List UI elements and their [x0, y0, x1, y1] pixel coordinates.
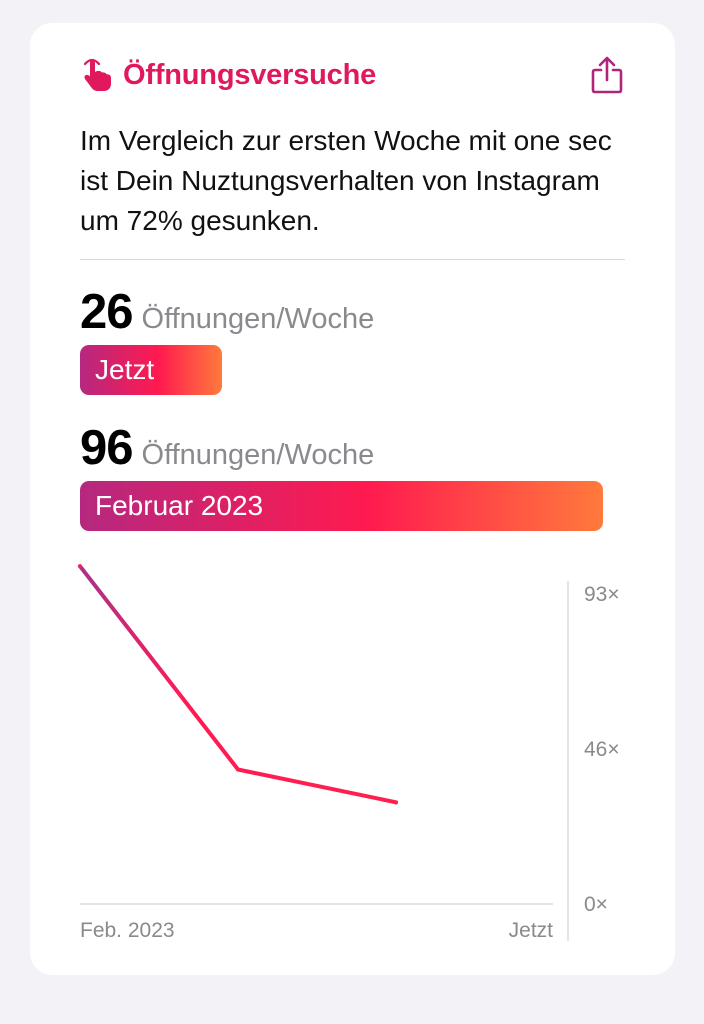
baseline-unit: Öffnungen/Woche	[141, 439, 375, 471]
card-title: Öffnungsversuche	[123, 58, 377, 91]
description-text: Im Vergleich zur ersten Woche mit one se…	[80, 125, 612, 236]
card-header: Öffnungsversuche	[80, 57, 376, 93]
divider	[80, 259, 625, 260]
current-value: 26	[80, 285, 134, 339]
current-unit: Öffnungen/Woche	[141, 303, 375, 335]
data-point	[394, 800, 398, 805]
baseline-bar: Februar 2023	[80, 481, 603, 531]
current-bar: Jetzt	[80, 345, 222, 395]
y-tick-label: 0×	[584, 893, 608, 916]
current-stat: 26 Öffnungen/Woche	[80, 284, 374, 340]
baseline-stat: 96 Öffnungen/Woche	[80, 420, 374, 476]
current-bar-label: Jetzt	[95, 354, 155, 385]
x-tick-label: Jetzt	[509, 919, 554, 942]
data-point	[78, 564, 82, 569]
series-line	[78, 564, 398, 805]
x-tick-label: Feb. 2023	[80, 919, 175, 942]
y-tick-label: 93×	[584, 583, 620, 606]
share-icon[interactable]	[590, 55, 624, 95]
baseline-bar-label: Februar 2023	[95, 490, 264, 521]
pointing-hand-icon	[83, 58, 111, 91]
data-point	[236, 767, 240, 772]
stats-card: Öffnungsversuche Im Vergleich zur ersten…	[30, 23, 675, 975]
baseline-value: 96	[80, 421, 134, 475]
y-tick-label: 46×	[584, 738, 620, 761]
usage-line-chart: 93× 46× 0× Feb. 2023 Jetzt	[78, 564, 620, 942]
